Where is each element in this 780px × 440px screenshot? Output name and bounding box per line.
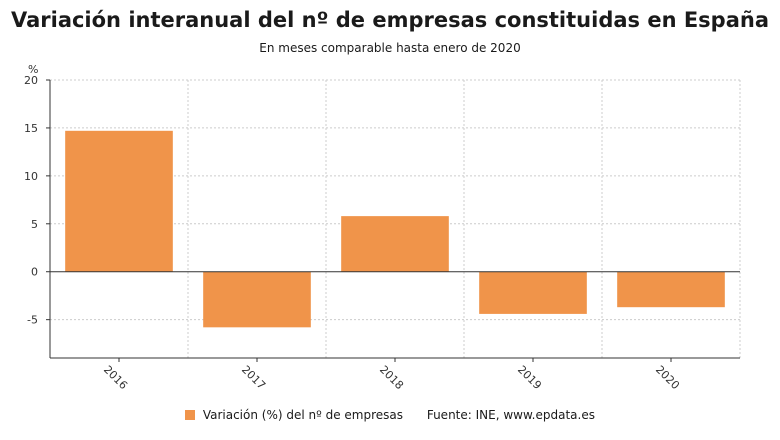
legend: Variación (%) del nº de empresas Fuente:… bbox=[0, 408, 780, 422]
x-tick-label-2016: 2016 bbox=[101, 363, 130, 392]
source-note: Fuente: INE, www.epdata.es bbox=[426, 408, 595, 422]
x-tick-label-2018: 2018 bbox=[377, 363, 406, 392]
axis-layer bbox=[46, 79, 740, 362]
bar-2017 bbox=[203, 271, 311, 328]
y-tick-label: 5 bbox=[31, 218, 38, 231]
bar-layer bbox=[65, 130, 725, 328]
y-tick-label: 10 bbox=[24, 170, 38, 183]
y-unit-label: % bbox=[28, 63, 38, 76]
bar-2019 bbox=[479, 271, 587, 314]
x-tick-label-2019: 2019 bbox=[515, 363, 544, 392]
x-tick-label-2020: 2020 bbox=[653, 363, 682, 392]
bar-2016 bbox=[65, 130, 173, 272]
x-tick-label-2017: 2017 bbox=[239, 363, 268, 392]
y-tick-label: 15 bbox=[24, 122, 38, 135]
chart-subtitle: En meses comparable hasta enero de 2020 bbox=[259, 41, 521, 55]
y-tick-label: 0 bbox=[31, 266, 38, 279]
bar-2018 bbox=[341, 216, 449, 272]
legend-swatch bbox=[185, 410, 195, 420]
legend-series-label: Variación (%) del nº de empresas bbox=[202, 408, 403, 422]
bar-2020 bbox=[617, 271, 725, 308]
y-tick-label: -5 bbox=[27, 314, 38, 327]
y-tick-label: 20 bbox=[24, 74, 38, 87]
chart-title: Variación interanual del nº de empresas … bbox=[10, 8, 770, 32]
